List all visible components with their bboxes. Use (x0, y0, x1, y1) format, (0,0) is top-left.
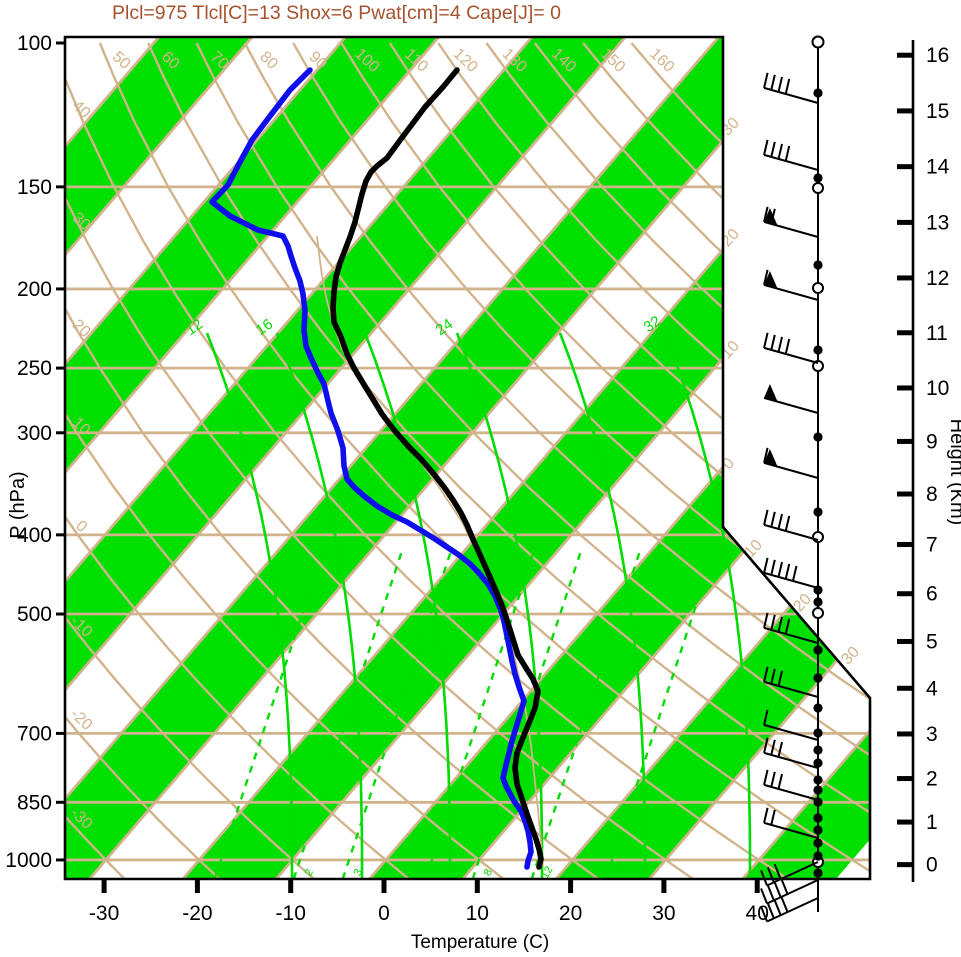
svg-text:14: 14 (926, 156, 950, 179)
svg-text:24: 24 (433, 316, 456, 339)
svg-text:Height (Km): Height (Km) (946, 419, 961, 526)
svg-text:10: 10 (741, 537, 766, 562)
svg-text:-10: -10 (276, 902, 306, 925)
sounding-curves (209, 67, 544, 870)
svg-text:-20: -20 (182, 902, 212, 925)
chart-title: Plcl=975 Tlcl[C]=13 Shox=6 Pwat[cm]=4 Ca… (112, 2, 561, 24)
svg-text:9: 9 (926, 430, 938, 453)
svg-text:1: 1 (224, 867, 237, 878)
svg-text:P (hPa): P (hPa) (7, 471, 29, 538)
wind-barb-icon (760, 878, 819, 905)
svg-text:20: 20 (613, 864, 629, 880)
svg-text:400: 400 (17, 524, 52, 547)
svg-text:3: 3 (352, 867, 365, 878)
svg-text:12: 12 (183, 316, 206, 339)
wind-barb-icon (763, 709, 819, 741)
svg-text:200: 200 (17, 278, 52, 301)
plot-area (65, 37, 870, 879)
svg-text:11: 11 (926, 322, 948, 345)
svg-text:500: 500 (17, 603, 52, 626)
svg-text:32: 32 (641, 313, 664, 336)
svg-text:2: 2 (303, 867, 316, 878)
svg-text:300: 300 (17, 422, 52, 445)
svg-text:5: 5 (435, 867, 448, 878)
svg-text:3: 3 (926, 723, 938, 746)
wind-barb-icon (763, 72, 819, 104)
svg-text:100: 100 (17, 32, 52, 55)
svg-text:30: 30 (652, 902, 675, 925)
pressure-axis: 100 150 200 250 300 400 500 700 850 1000 P (hPa) (5, 32, 65, 872)
svg-text:8: 8 (482, 867, 495, 878)
plot-border (63, 35, 872, 881)
svg-text:0: 0 (926, 854, 938, 877)
svg-text:20: 20 (559, 902, 582, 925)
svg-text:5: 5 (926, 630, 938, 653)
temperature-axis: -30 -20 -10 0 10 20 30 40 Temperature (C) (89, 879, 769, 953)
wind-barb-icon (763, 139, 819, 171)
moist-adiabats (205, 332, 752, 879)
wind-barb-icon (763, 383, 819, 414)
dewpoint-curve (209, 67, 534, 870)
svg-text:0: 0 (72, 517, 90, 536)
wind-barb-icon (763, 557, 819, 589)
svg-text:15: 15 (926, 100, 949, 123)
wind-barb-icon (763, 332, 819, 364)
svg-text:16: 16 (926, 44, 949, 67)
wind-barb-icon (763, 447, 819, 479)
svg-text:0: 0 (378, 902, 390, 925)
svg-text:160: 160 (646, 45, 677, 76)
svg-text:16: 16 (253, 316, 276, 339)
svg-text:150: 150 (17, 176, 52, 199)
svg-text:40: 40 (746, 902, 769, 925)
svg-text:850: 850 (17, 791, 52, 814)
svg-text:1000: 1000 (5, 849, 52, 872)
svg-text:Temperature (C): Temperature (C) (411, 932, 549, 953)
svg-text:2: 2 (926, 768, 938, 791)
svg-text:4: 4 (926, 677, 938, 700)
wind-barb-icon (760, 896, 819, 923)
wind-barb-icon (763, 509, 819, 541)
svg-text:-20: -20 (67, 706, 96, 734)
svg-text:12: 12 (539, 864, 555, 880)
calm-circle-icon (811, 35, 825, 49)
svg-text:8: 8 (926, 483, 938, 506)
svg-text:-30: -30 (89, 902, 119, 925)
svg-text:250: 250 (17, 357, 52, 380)
wind-barb-icon (763, 269, 819, 301)
wind-barb-icon (763, 807, 819, 839)
svg-text:10: 10 (926, 377, 949, 400)
wind-barb-icon (763, 612, 819, 644)
wind-barb-icon (763, 206, 819, 238)
wind-barb-icon (763, 769, 819, 801)
svg-text:12: 12 (926, 267, 949, 290)
wind-barb-icon (763, 666, 819, 698)
wind-barb-icon (763, 737, 819, 769)
svg-text:7: 7 (926, 533, 938, 556)
wind-barb-column (760, 35, 825, 923)
svg-text:10: 10 (466, 902, 489, 925)
svg-text:6: 6 (926, 583, 938, 606)
svg-text:700: 700 (17, 722, 52, 745)
svg-text:13: 13 (926, 211, 949, 234)
svg-text:1: 1 (926, 811, 938, 834)
mixing-ratio-lines (213, 552, 715, 879)
background-stripes (65, 37, 870, 879)
temperature-curve (330, 67, 544, 870)
wind-barb-icon (760, 861, 819, 887)
